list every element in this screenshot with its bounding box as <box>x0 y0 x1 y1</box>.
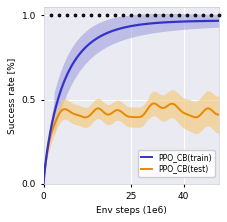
Y-axis label: Success rate [%]: Success rate [%] <box>7 57 16 133</box>
Legend: PPO_CB(train), PPO_CB(test): PPO_CB(train), PPO_CB(test) <box>137 150 214 176</box>
X-axis label: Env steps (1e6): Env steps (1e6) <box>95 206 166 215</box>
